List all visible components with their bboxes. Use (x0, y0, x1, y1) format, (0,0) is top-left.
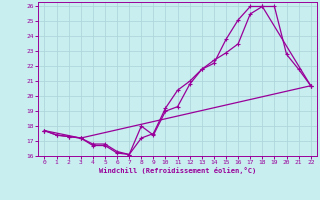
X-axis label: Windchill (Refroidissement éolien,°C): Windchill (Refroidissement éolien,°C) (99, 167, 256, 174)
